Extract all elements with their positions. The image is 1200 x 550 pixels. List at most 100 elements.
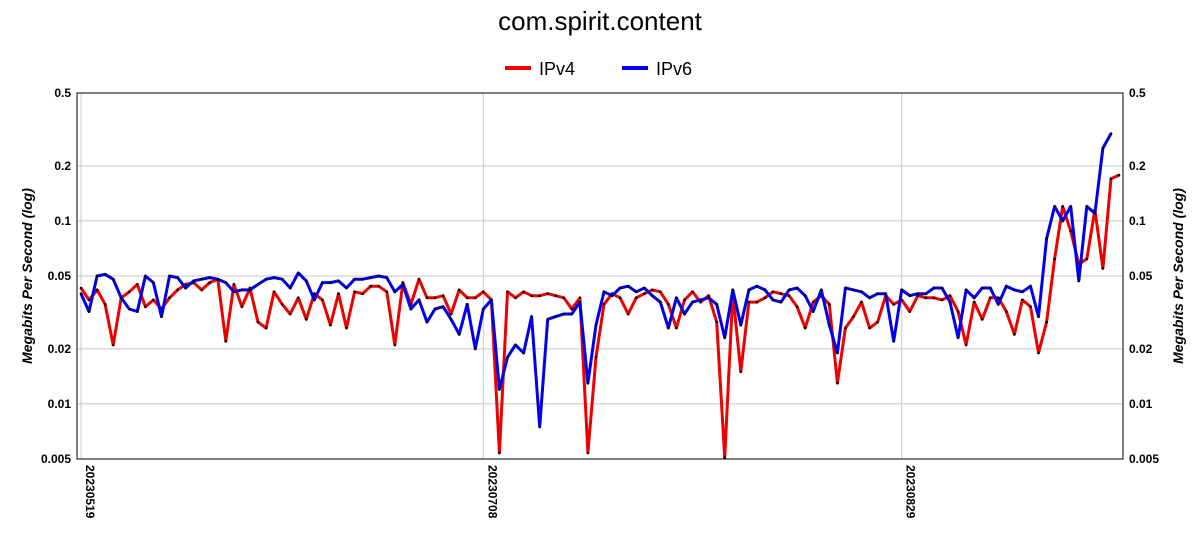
data-point-ipv6 [570, 312, 574, 316]
data-point-ipv4 [570, 307, 574, 311]
data-point-ipv6 [449, 318, 453, 321]
data-point-ipv6 [457, 333, 461, 336]
data-point-ipv4 [771, 290, 775, 294]
y-axis-label-left: Megabits Per Second (log) [19, 188, 35, 364]
data-point-ipv4 [924, 296, 928, 300]
y-tick-label-left: 0.01 [48, 397, 72, 411]
legend-ipv6-label: IPv6 [656, 59, 692, 79]
data-point-ipv6 [1005, 284, 1008, 288]
data-point-ipv6 [313, 298, 316, 302]
data-point-ipv4 [1101, 267, 1105, 270]
data-point-ipv6 [240, 288, 244, 292]
data-point-ipv6 [691, 300, 694, 304]
data-point-ipv4 [385, 290, 389, 294]
data-point-ipv4 [626, 312, 630, 316]
chart-title: com.spirit.content [498, 6, 703, 36]
data-point-ipv4 [224, 339, 228, 343]
data-point-ipv4 [514, 296, 517, 300]
data-point-ipv4 [852, 315, 855, 318]
data-point-ipv6 [546, 318, 549, 321]
data-point-ipv6 [643, 286, 646, 290]
data-point-ipv6 [820, 288, 823, 292]
data-point-ipv6 [715, 303, 718, 306]
data-point-ipv4 [683, 298, 686, 302]
data-point-ipv4 [892, 303, 895, 306]
data-point-ipv6 [900, 288, 903, 292]
data-point-ipv6 [538, 425, 541, 429]
data-point-ipv6 [288, 286, 292, 290]
data-point-ipv4 [337, 292, 340, 296]
data-point-ipv6 [739, 323, 743, 327]
data-point-ipv6 [1093, 212, 1097, 215]
data-point-ipv4 [280, 303, 284, 306]
data-point-ipv4 [474, 296, 477, 300]
data-point-ipv4 [1013, 333, 1016, 336]
x-tick-label: 20230829 [904, 465, 918, 519]
data-point-ipv6 [482, 307, 485, 311]
data-point-ipv4 [538, 294, 541, 298]
data-point-ipv6 [224, 281, 228, 284]
data-point-ipv4 [136, 283, 139, 286]
data-point-ipv4 [425, 296, 429, 300]
data-point-ipv6 [409, 307, 413, 311]
data-point-ipv6 [844, 286, 847, 290]
data-point-ipv4 [594, 355, 598, 359]
data-point-ipv6 [200, 277, 203, 281]
data-point-ipv6 [578, 300, 582, 304]
data-point-ipv4 [643, 292, 646, 296]
data-point-ipv4 [956, 310, 960, 313]
data-point-ipv6 [425, 320, 429, 324]
data-point-ipv6 [369, 276, 373, 279]
data-point-ipv4 [546, 292, 549, 296]
data-point-ipv4 [739, 370, 743, 374]
data-point-ipv4 [449, 312, 453, 316]
data-point-ipv6 [136, 310, 139, 313]
data-point-ipv4 [651, 288, 654, 292]
data-point-ipv6 [1061, 219, 1064, 223]
data-point-ipv4 [87, 298, 91, 302]
plot-area-border [76, 92, 1124, 460]
data-point-ipv6 [506, 355, 509, 359]
data-point-ipv6 [731, 288, 735, 292]
data-point-ipv6 [940, 286, 944, 290]
data-point-ipv4 [321, 298, 324, 302]
data-point-ipv6 [586, 381, 590, 385]
data-point-ipv6 [876, 292, 879, 296]
data-point-ipv4 [353, 290, 356, 294]
data-point-ipv6 [1013, 288, 1016, 292]
data-point-ipv6 [393, 290, 397, 294]
data-point-ipv4 [667, 303, 670, 306]
y-axis-label-right: Megabits Per Second (log) [1170, 188, 1186, 364]
data-point-ipv4 [498, 451, 501, 455]
data-point-ipv6 [707, 296, 710, 300]
data-point-ipv4 [659, 290, 662, 294]
data-point-ipv6 [522, 351, 525, 355]
y-tick-label-right: 0.005 [1129, 452, 1159, 466]
data-point-ipv6 [884, 292, 887, 296]
data-point-ipv6 [272, 276, 276, 279]
data-point-ipv4 [506, 290, 509, 294]
data-point-ipv4 [369, 284, 373, 288]
data-point-ipv6 [1069, 205, 1072, 208]
data-point-ipv6 [280, 277, 284, 281]
data-point-ipv4 [908, 310, 912, 313]
data-point-ipv6 [353, 277, 356, 281]
data-point-ipv4 [256, 320, 260, 324]
data-point-ipv4 [715, 320, 718, 324]
legend-ipv4-label: IPv4 [539, 59, 575, 79]
data-point-ipv6 [828, 323, 831, 327]
data-point-ipv6 [216, 277, 220, 281]
data-point-ipv4 [602, 303, 606, 306]
data-point-ipv6 [948, 300, 952, 304]
data-point-ipv6 [852, 288, 855, 292]
data-point-ipv6 [602, 290, 606, 294]
data-point-ipv6 [208, 276, 211, 279]
data-point-ipv6 [651, 294, 654, 298]
data-point-ipv6 [868, 296, 871, 300]
data-point-ipv6 [634, 290, 638, 294]
data-point-ipv6 [152, 281, 155, 284]
y-axis-right: 0.5 0.2 0.1 0.05 0.02 0.01 0.005 [1129, 86, 1159, 466]
data-point-ipv6 [594, 323, 598, 327]
series-group [79, 132, 1121, 459]
data-point-ipv4 [1069, 229, 1072, 233]
